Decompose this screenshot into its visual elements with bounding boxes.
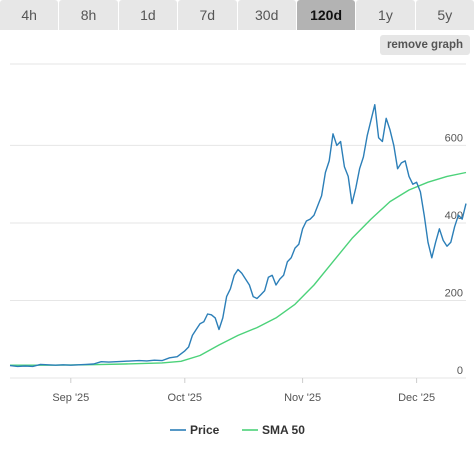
chart-series <box>9 104 467 368</box>
remove-graph-button[interactable]: remove graph <box>379 35 470 55</box>
tab-120d[interactable]: 120d <box>296 0 356 30</box>
tab-1y[interactable]: 1y <box>356 0 415 30</box>
chart-legend[interactable]: Price SMA 50 <box>170 423 305 437</box>
tab-4h[interactable]: 4h <box>0 0 59 30</box>
legend-label: Price <box>190 423 220 437</box>
x-tick-label: Oct '25 <box>168 392 203 404</box>
timeframe-tabs: 4h 8h 1d 7d 30d 120d 1y 5y <box>0 0 474 30</box>
chart-grid <box>10 63 466 379</box>
x-axis-labels: Sep '25 Oct '25 Nov '25 Dec '25 <box>52 378 435 404</box>
tab-7d[interactable]: 7d <box>178 0 237 30</box>
y-tick-label: 0 <box>457 365 463 377</box>
sma-50-line <box>10 171 467 366</box>
y-axis-labels: 0 200 400 600 <box>445 132 463 377</box>
y-tick-label: 600 <box>445 132 463 144</box>
x-tick-label: Sep '25 <box>52 392 89 404</box>
tab-30d[interactable]: 30d <box>237 0 296 30</box>
y-tick-label: 400 <box>445 210 463 222</box>
price-line <box>9 104 467 368</box>
legend-item-price[interactable]: Price <box>170 423 220 437</box>
tab-5y[interactable]: 5y <box>415 0 474 30</box>
tab-8h[interactable]: 8h <box>59 0 118 30</box>
legend-label: SMA 50 <box>262 423 305 437</box>
x-tick-label: Dec '25 <box>398 392 435 404</box>
legend-item-sma-50[interactable]: SMA 50 <box>242 423 305 437</box>
tab-1d[interactable]: 1d <box>118 0 178 30</box>
x-tick-label: Nov '25 <box>284 392 321 404</box>
y-tick-label: 200 <box>445 287 463 299</box>
